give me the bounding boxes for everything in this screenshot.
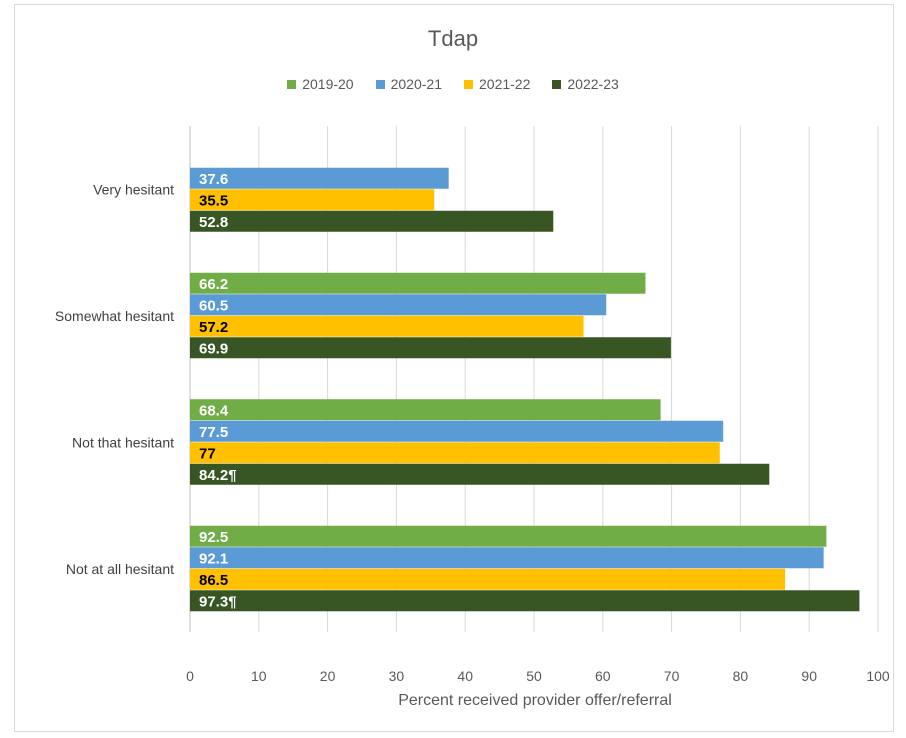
- legend-item: 2020-21: [375, 76, 442, 92]
- legend-item: 2021-22: [464, 76, 530, 92]
- x-tick-label: 70: [664, 668, 680, 684]
- bar-value-label: 97.3¶: [199, 594, 237, 611]
- bar-value-label: 66.2: [199, 276, 228, 293]
- x-tick-label: 100: [866, 668, 890, 684]
- x-tick-label: 0: [186, 668, 194, 684]
- bar-value-label: 77: [199, 446, 216, 463]
- bar: [190, 525, 827, 547]
- legend-item: 2022-23: [552, 76, 619, 92]
- bar-value-label: 84.2¶: [199, 467, 237, 484]
- legend-swatch: [552, 79, 562, 89]
- category-label: Very hesitant: [93, 181, 174, 197]
- bar-value-label: 52.8: [199, 214, 228, 231]
- bar: [190, 547, 824, 569]
- legend-item: 2019-20: [287, 76, 354, 92]
- bar-value-label: 57.2: [199, 319, 228, 336]
- bar: [190, 442, 720, 464]
- bar-value-label: 92.1: [199, 551, 228, 568]
- legend-swatch: [375, 79, 385, 89]
- x-tick-label: 90: [801, 668, 817, 684]
- x-axis-label: Percent received provider offer/referral: [398, 692, 672, 709]
- bar-value-label: 77.5: [199, 424, 228, 441]
- chart-title: Tdap: [427, 26, 479, 51]
- bar: [190, 315, 584, 337]
- bar-value-label: 68.4: [199, 403, 229, 420]
- bar-value-label: 69.9: [199, 341, 228, 358]
- legend-label: 2022-23: [567, 76, 619, 92]
- bar-value-label: 92.5: [199, 529, 228, 546]
- chart-legend: 2019-20 2020-21 2021-22 2022-23: [0, 76, 906, 92]
- x-tick-label: 30: [389, 668, 405, 684]
- bar: [190, 420, 724, 442]
- legend-label: 2021-22: [479, 76, 531, 92]
- legend-swatch: [464, 79, 473, 89]
- bar: [190, 590, 860, 612]
- bar: [190, 337, 671, 359]
- bar: [190, 568, 786, 590]
- x-tick-label: 20: [320, 668, 336, 684]
- category-label: Somewhat hesitant: [55, 308, 174, 324]
- bar-value-label: 37.6: [199, 171, 228, 188]
- legend-label: 2019-20: [302, 76, 354, 92]
- x-tick-label: 10: [251, 668, 267, 684]
- x-tick-label: 60: [595, 668, 611, 684]
- bar: [190, 210, 554, 232]
- category-label: Not that hesitant: [72, 434, 174, 450]
- x-tick-label: 50: [526, 668, 542, 684]
- bar-value-label: 35.5: [199, 193, 228, 210]
- legend-swatch: [287, 79, 297, 89]
- bar: [190, 272, 646, 294]
- category-label: Not at all hesitant: [66, 561, 174, 577]
- bar: [190, 399, 661, 421]
- bar-value-label: 60.5: [199, 298, 228, 315]
- bar: [190, 189, 435, 211]
- x-tick-label: 40: [457, 668, 473, 684]
- bar: [190, 463, 770, 485]
- x-tick-label: 80: [733, 668, 749, 684]
- legend-label: 2020-21: [390, 76, 442, 92]
- bar: [190, 167, 449, 189]
- bar-value-label: 86.5: [199, 572, 228, 589]
- bar: [190, 294, 607, 316]
